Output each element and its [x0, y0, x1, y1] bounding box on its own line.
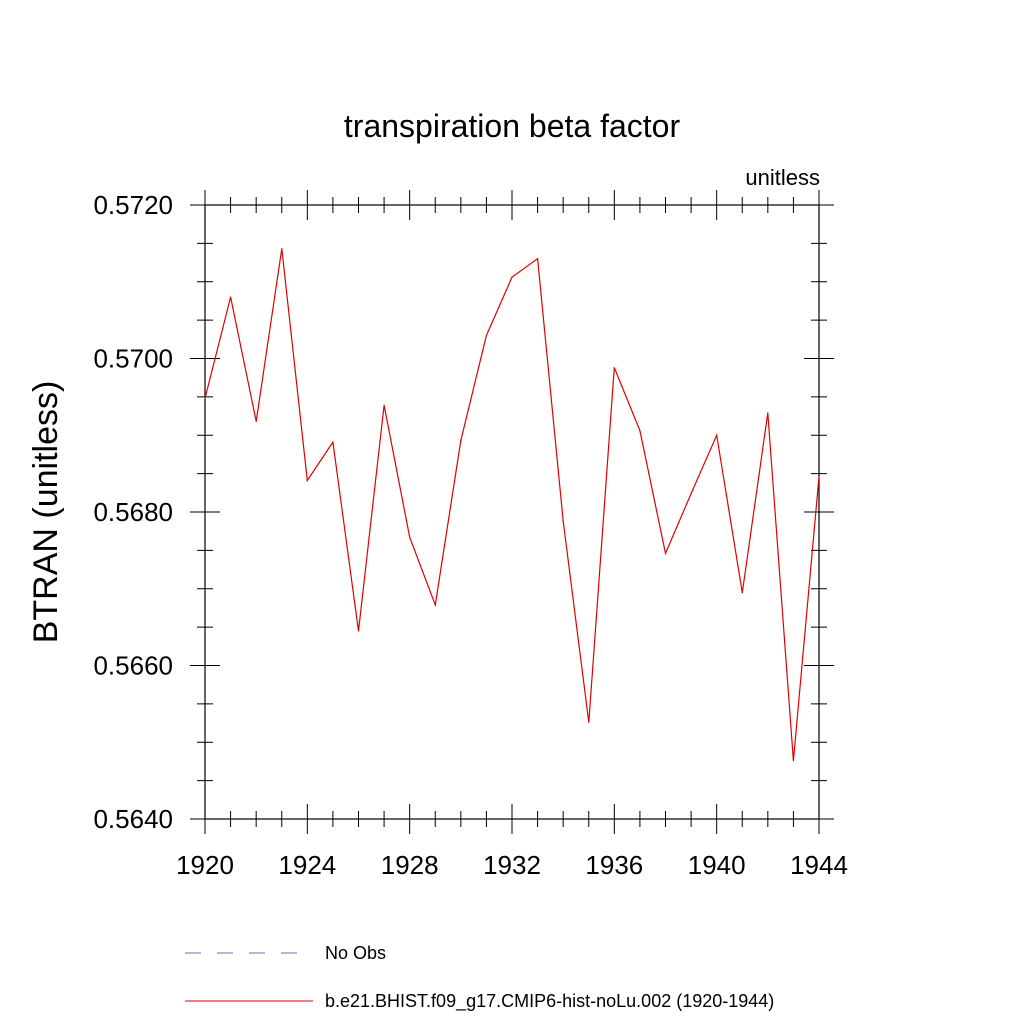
data-point [204, 397, 206, 399]
x-tick-label: 1928 [381, 850, 439, 880]
data-point [511, 276, 513, 278]
data-point [716, 434, 718, 436]
series-layer [204, 248, 820, 762]
data-point [383, 404, 385, 406]
x-tick-label: 1932 [483, 850, 541, 880]
plot-frame [204, 204, 820, 820]
data-point [537, 258, 539, 260]
x-tick-label: 1924 [278, 850, 336, 880]
x-tick-label: 1920 [176, 850, 234, 880]
data-point [306, 479, 308, 482]
data-point [409, 536, 411, 538]
y-tick-label: 0.5660 [93, 651, 173, 681]
y-axis-label: BTRAN (unitless) [27, 381, 65, 644]
x-tick-label: 1944 [790, 850, 848, 880]
data-point [741, 592, 743, 594]
units-label: unitless [745, 165, 820, 190]
x-tick-label: 1936 [585, 850, 643, 880]
y-tick-label: 0.5700 [93, 344, 173, 374]
legend-label: b.e21.BHIST.f09_g17.CMIP6-hist-noLu.002 … [325, 991, 774, 1012]
y-tick-label: 0.5640 [93, 804, 173, 834]
chart-title: transpiration beta factor [344, 108, 681, 144]
y-tick-label: 0.5680 [93, 497, 173, 527]
data-point [357, 630, 360, 632]
x-tick-label: 1940 [688, 850, 746, 880]
legend-label: No Obs [325, 943, 386, 963]
data-point [434, 604, 436, 606]
data-point [255, 420, 257, 422]
data-point [230, 296, 232, 298]
data-point [639, 430, 641, 432]
data-point [690, 493, 692, 495]
data-point [588, 721, 590, 723]
data-point [664, 552, 667, 555]
data-point [485, 334, 487, 337]
tick-labels-layer: 1920 1924 1928 1932 1936 1940 1944 0.5640 0.5660… [93, 190, 847, 880]
series-line [204, 248, 820, 761]
legend: No Obs b.e21.BHIST.f09_g17.CMIP6-hist-noL… [185, 943, 774, 1012]
data-point [332, 441, 334, 443]
data-point [767, 412, 769, 414]
data-point [792, 760, 795, 762]
ticks-layer [190, 190, 834, 834]
y-tick-label: 0.5720 [93, 190, 173, 220]
data-point [613, 367, 615, 369]
data-point [460, 440, 462, 442]
data-point [562, 520, 564, 522]
data-point [281, 248, 283, 250]
data-point [818, 476, 820, 478]
